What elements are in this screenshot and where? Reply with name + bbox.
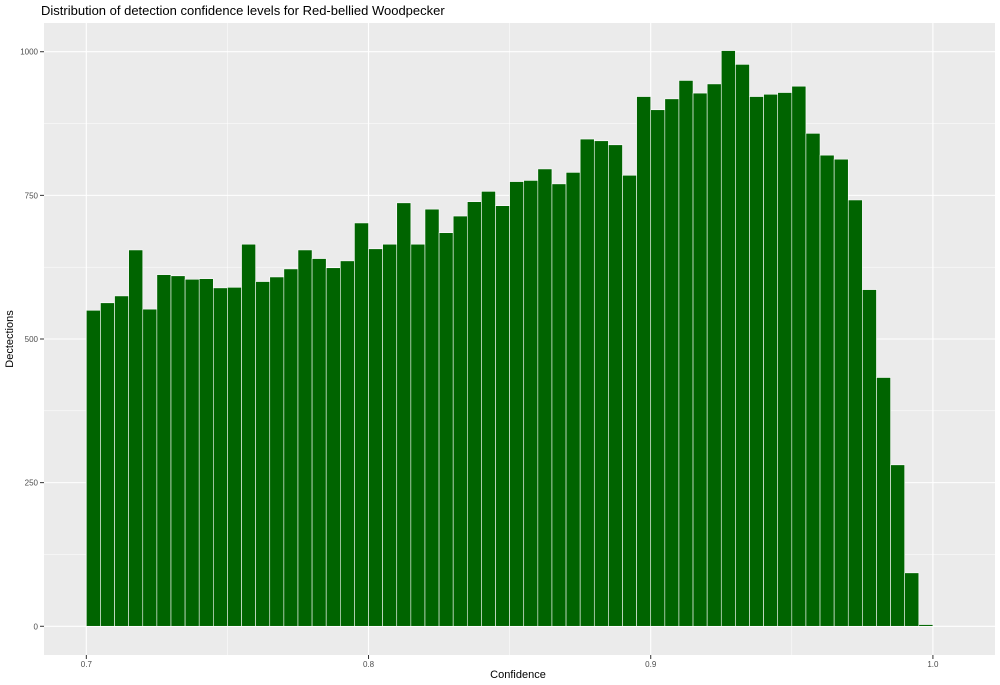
y-tick-label: 250 — [25, 479, 39, 488]
histogram-bar — [650, 109, 666, 627]
histogram-bar — [551, 183, 567, 627]
histogram-bar — [918, 624, 934, 627]
histogram-bar — [283, 268, 299, 627]
histogram-bar — [720, 50, 736, 627]
histogram-bar — [269, 276, 285, 627]
histogram-bar — [184, 278, 200, 627]
histogram-bar — [833, 158, 849, 627]
histogram-bar — [142, 308, 158, 627]
histogram-bar — [481, 191, 496, 627]
histogram-bar — [791, 85, 807, 627]
histogram-bar — [495, 205, 510, 627]
histogram-bar — [847, 199, 863, 627]
histogram-bar — [777, 92, 793, 627]
histogram-bar — [114, 295, 129, 627]
histogram-bar — [763, 93, 779, 627]
histogram-bar — [579, 138, 595, 627]
histogram-bar — [100, 302, 115, 627]
x-tick-label: 0.8 — [363, 660, 375, 669]
y-tick-label: 1000 — [20, 48, 38, 57]
histogram-bar — [311, 258, 327, 627]
x-axis: 0.7 0.8 0.9 1.0 — [81, 655, 939, 669]
histogram-bar — [608, 144, 623, 627]
x-tick-label: 0.9 — [645, 660, 657, 669]
histogram-bar — [466, 201, 482, 627]
histogram-bar — [86, 309, 101, 627]
histogram-bar — [890, 464, 905, 627]
histogram-bar — [227, 286, 242, 627]
histogram-bar — [198, 278, 214, 627]
histogram-bar — [452, 215, 468, 627]
histogram-bar — [593, 140, 609, 627]
histogram-bar — [819, 154, 835, 627]
histogram-bar — [255, 281, 271, 627]
y-axis-title: Dectections — [4, 310, 16, 368]
y-tick-label: 0 — [34, 622, 39, 631]
histogram-bar — [128, 249, 144, 627]
x-tick-label: 1.0 — [927, 660, 939, 669]
histogram-bar — [664, 98, 680, 627]
histogram-bar — [749, 96, 764, 627]
histogram-bar — [396, 202, 412, 627]
histogram-bar — [862, 289, 877, 627]
histogram-bar — [213, 287, 228, 627]
histogram-bar — [805, 133, 821, 627]
histogram-bar — [904, 572, 920, 627]
histogram-bar — [523, 180, 539, 627]
x-tick-label: 0.7 — [81, 660, 93, 669]
histogram-bar — [537, 168, 553, 627]
histogram-bar — [735, 64, 750, 627]
histogram-bar — [706, 83, 722, 627]
chart-title: Distribution of detection confidence lev… — [41, 3, 445, 18]
histogram-bar — [368, 248, 383, 627]
histogram-bar — [622, 174, 637, 627]
histogram-bar — [410, 243, 426, 627]
histogram-bar — [325, 267, 341, 627]
histogram-bar — [509, 181, 525, 627]
histogram-bar — [678, 80, 694, 627]
y-tick-label: 500 — [25, 335, 39, 344]
histogram-bar — [170, 275, 186, 627]
histogram-bar — [241, 243, 256, 627]
histogram-bar — [382, 243, 398, 627]
histogram-bar — [636, 96, 652, 627]
y-axis: 0 250 500 750 1000 — [20, 48, 44, 631]
histogram-bar — [156, 274, 172, 627]
histogram-bar — [354, 222, 369, 627]
histogram-bar — [340, 260, 355, 627]
histogram-bar — [424, 208, 440, 627]
histogram-bar — [692, 92, 708, 627]
x-axis-title: Confidence — [490, 669, 546, 681]
y-tick-label: 750 — [25, 191, 39, 200]
bars — [86, 50, 934, 627]
histogram-bar — [297, 249, 313, 627]
histogram-bar — [876, 377, 891, 627]
histogram-bar — [438, 232, 454, 627]
histogram-bar — [565, 172, 581, 627]
